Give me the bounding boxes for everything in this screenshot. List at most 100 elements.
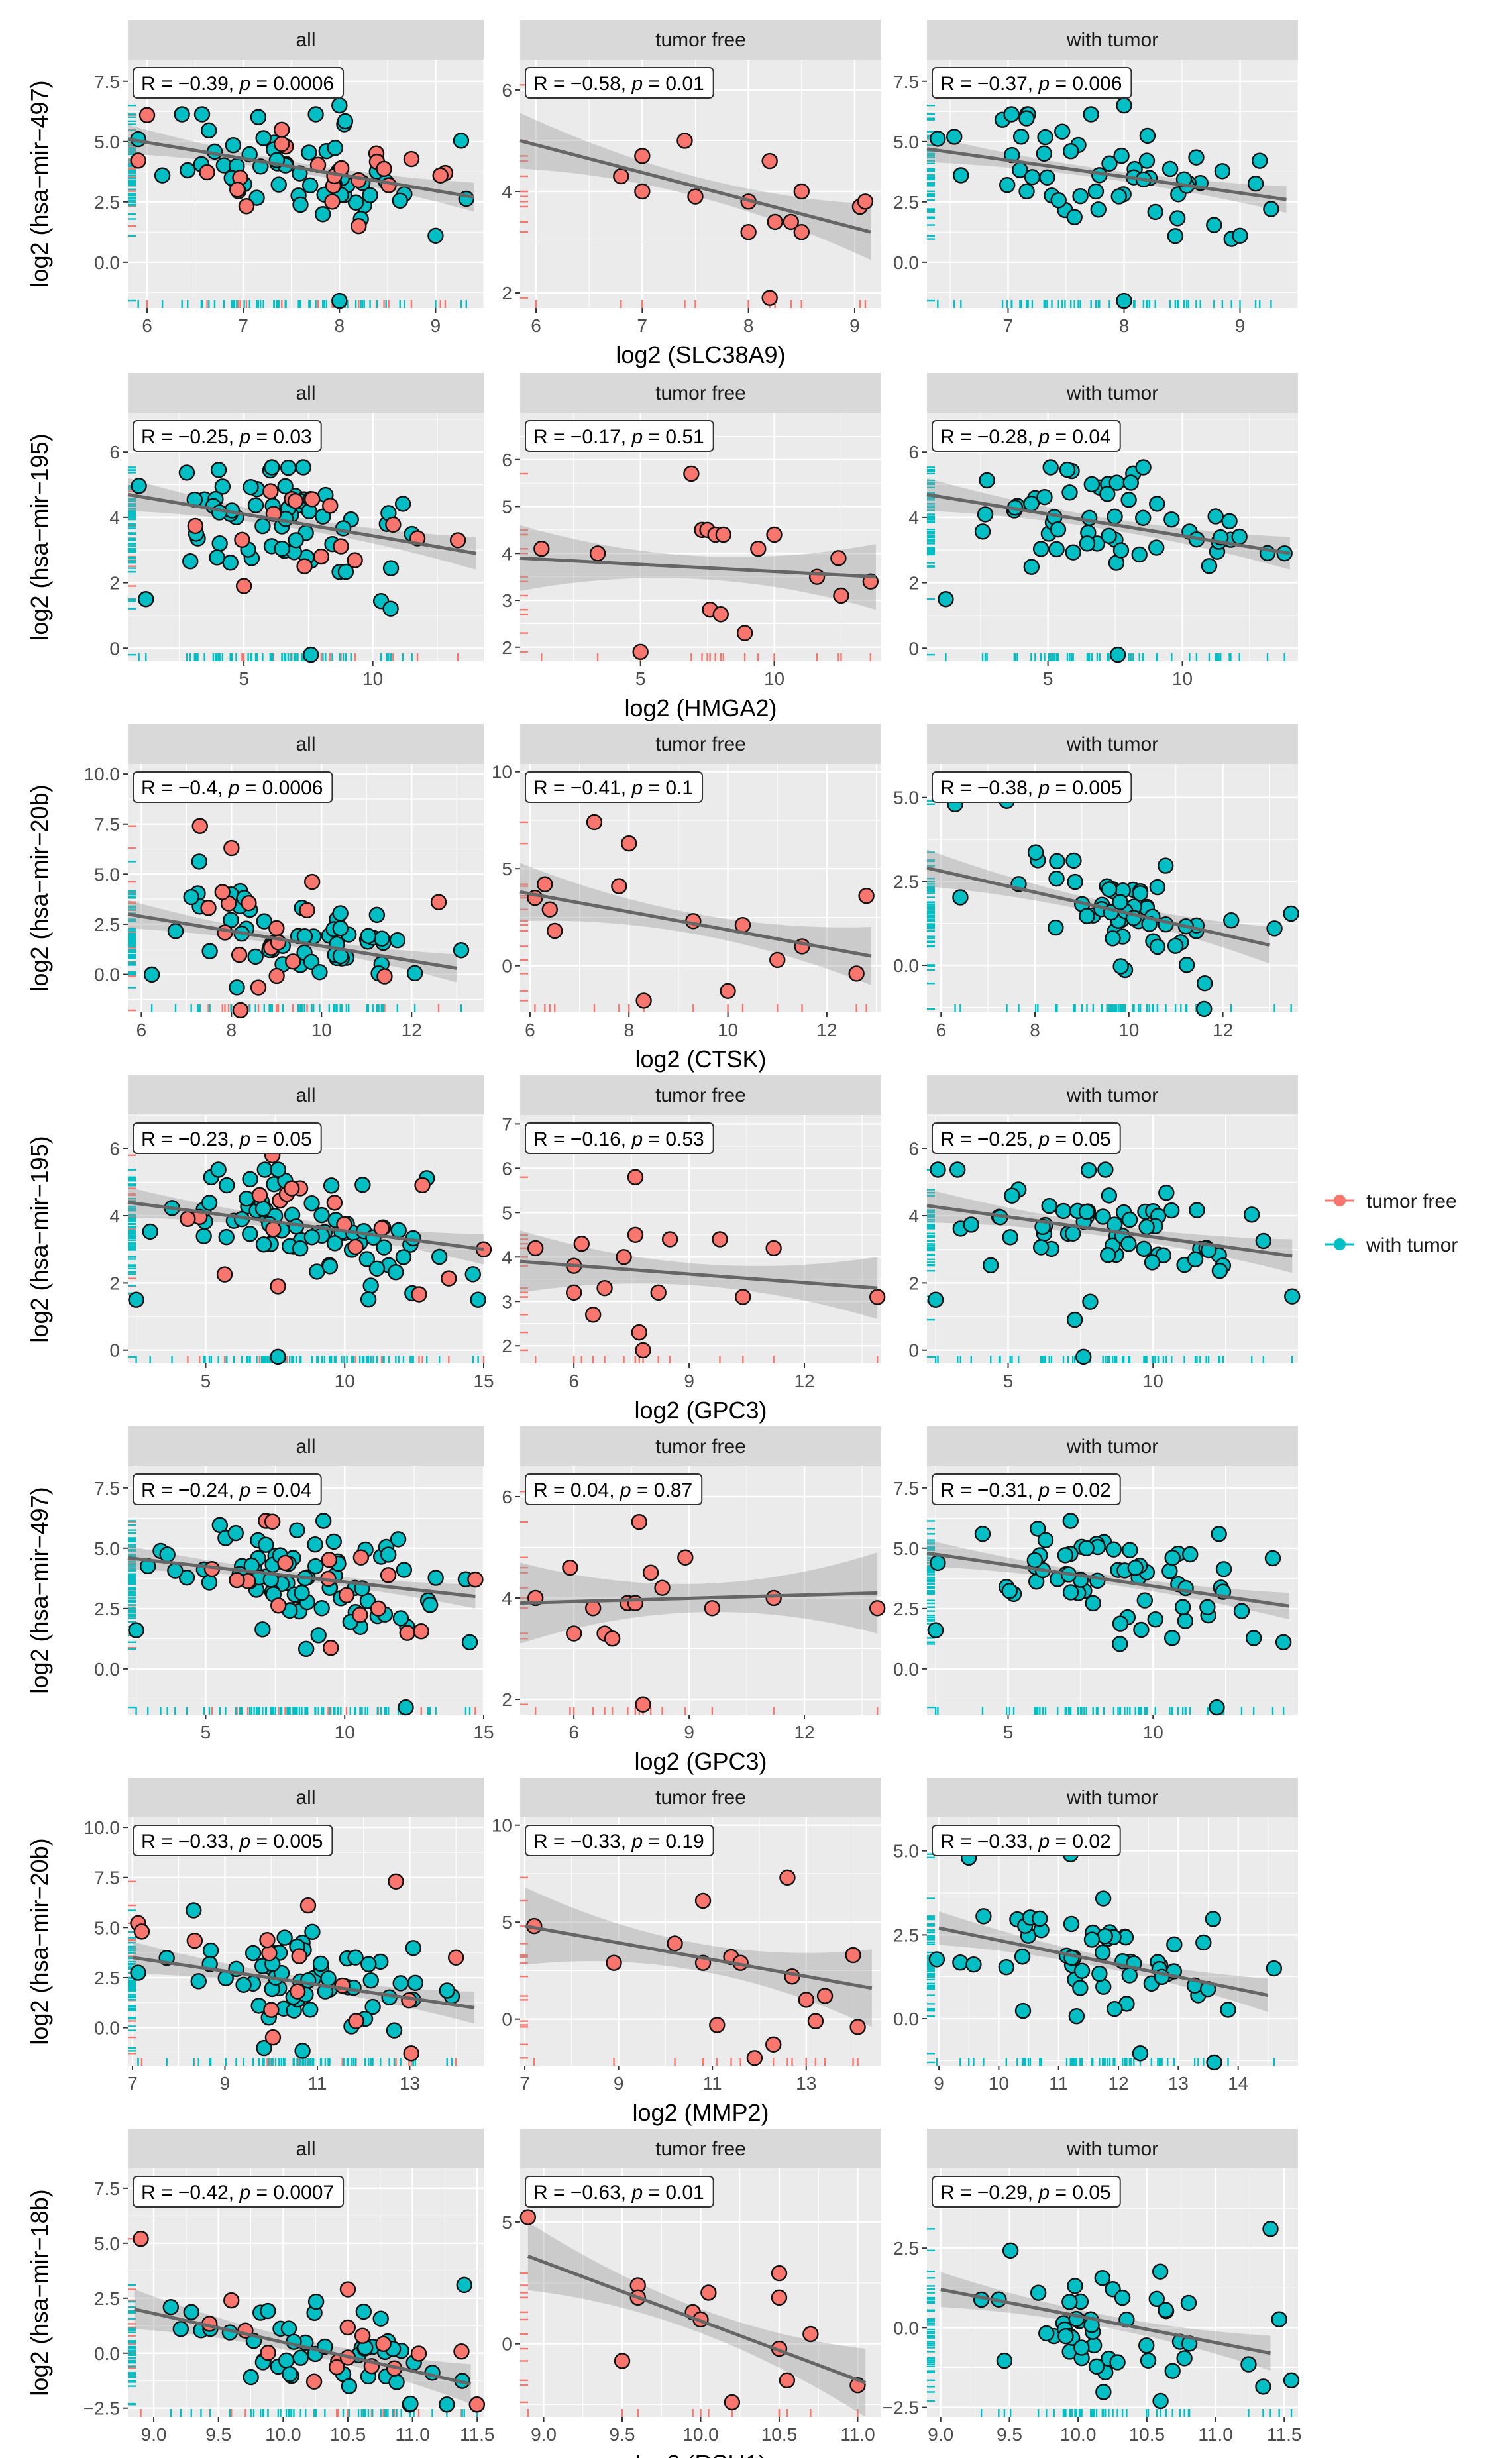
point-tumor-free [849, 2019, 866, 2035]
x-tick-label: 11 [1049, 2073, 1068, 2094]
point-tumor-free [403, 2045, 419, 2062]
point-with-tumor [255, 130, 272, 146]
regression-line [519, 1259, 878, 1290]
y-tick-label: 0.0 [893, 1659, 919, 1680]
point-with-tumor [229, 979, 245, 996]
gridlines [927, 60, 1299, 308]
point-with-tumor [282, 2366, 298, 2382]
y-tick-label: 4 [502, 543, 512, 564]
point-with-tumor [1042, 459, 1059, 476]
x-tick-label: 9 [684, 1722, 694, 1742]
y-tick-label: 0.0 [893, 2318, 919, 2338]
point-with-tumor [953, 167, 969, 184]
point-with-tumor [1094, 2270, 1111, 2286]
point-tumor-free [661, 1231, 678, 1248]
point-tumor-free [746, 2050, 763, 2066]
point-with-tumor [1101, 881, 1118, 898]
point-tumor-free [303, 873, 321, 890]
point-tumor-free [765, 2036, 782, 2053]
point-tumor-free [631, 1324, 647, 1341]
y-axis: 0.0 2.5 5.0 7.5 [94, 72, 128, 273]
point-with-tumor [1026, 1552, 1044, 1569]
y-tick-label: 2.5 [893, 192, 919, 213]
point-with-tumor [201, 1195, 218, 1211]
point-with-tumor [1135, 459, 1152, 476]
x-tick-label: 13 [400, 2073, 420, 2094]
point-tumor-free [562, 1559, 578, 1576]
point-tumor-free [793, 224, 810, 240]
point-with-tumor [952, 889, 969, 906]
point-tumor-free [565, 1284, 582, 1301]
legend: tumor free with tumor [1325, 1191, 1458, 1256]
y-tick-label: 0.0 [94, 252, 120, 273]
y-tick-label: 0.0 [893, 955, 919, 976]
point-with-tumor [1266, 1960, 1283, 1977]
point-with-tumor [1255, 2378, 1271, 2395]
point-with-tumor [1166, 1936, 1183, 1953]
point-with-tumor [1018, 183, 1035, 200]
y-tick-label: 0 [109, 638, 120, 659]
point-with-tumor [1032, 541, 1050, 557]
point-with-tumor [274, 540, 290, 557]
x-tick-label: 10.0 [1060, 2424, 1097, 2445]
point-with-tumor [1158, 1185, 1175, 1201]
point-with-tumor [358, 1251, 376, 1267]
y-tick-label: 2 [109, 1273, 120, 1293]
point-with-tumor [301, 177, 319, 194]
stat-box-frame [525, 2176, 714, 2208]
panel-background [520, 1466, 881, 1715]
point-tumor-free [541, 901, 558, 918]
point-with-tumor [1121, 1211, 1138, 1228]
point-tumor-free [767, 213, 783, 231]
facet-strip-label: with tumor [1066, 29, 1158, 51]
point-with-tumor [1062, 1584, 1079, 1601]
point-with-tumor [368, 1260, 386, 1277]
point-tumor-free [199, 164, 215, 181]
point-with-tumor [1240, 2356, 1257, 2373]
point-with-tumor [1101, 1187, 1118, 1204]
rug-marks [520, 821, 867, 1012]
y-axis: 0 2 4 6 [908, 1139, 927, 1361]
gridlines [927, 413, 1298, 661]
point-tumor-free [533, 540, 550, 557]
point-tumor-free [265, 1221, 282, 1238]
y-axis: 0.0 2.5 5.0 7.5 [893, 1478, 927, 1680]
y-tick-label: 4 [502, 1588, 512, 1609]
x-axis-title: log2 (GPC3) [634, 1397, 767, 1424]
facet-strip [927, 2129, 1298, 2168]
facet-strip-label: all [296, 1787, 315, 1809]
point-tumor-free [627, 1226, 644, 1244]
x-tick-label: 6 [525, 1020, 535, 1040]
point-with-tumor [190, 1973, 207, 1990]
x-axis-title: log2 (SLC38A9) [616, 341, 785, 368]
point-tumor-free [376, 160, 392, 178]
point-with-tumor [320, 1970, 337, 1987]
facet-strip [927, 373, 1298, 413]
point-with-tumor [1149, 938, 1166, 955]
point-with-tumor [1048, 919, 1064, 936]
point-with-tumor [946, 129, 963, 145]
x-tick-label: 11.0 [840, 2424, 875, 2445]
point-with-tumor [1068, 2008, 1085, 2025]
point-with-tumor [382, 560, 400, 576]
correlation-stat-label: R = −0.25, p = 0.05 [940, 1128, 1111, 1150]
x-tick-label: 13 [1168, 2073, 1189, 2094]
point-with-tumor [257, 1536, 274, 1553]
point-tumor-free [635, 992, 652, 1009]
point-with-tumor [1140, 2352, 1157, 2369]
point-tumor-free [584, 1600, 602, 1617]
point-tumor-free [251, 1187, 268, 1204]
point-tumor-free [376, 968, 393, 985]
data-points [526, 1869, 866, 2066]
point-tumor-free [700, 2284, 717, 2301]
point-tumor-free [326, 1195, 343, 1211]
y-axis: 2 3 4 5 6 7 [502, 1114, 520, 1356]
point-with-tumor [332, 920, 349, 937]
x-tick-label: 12 [1213, 1020, 1233, 1040]
point-with-tumor [331, 292, 348, 309]
x-tick-label: 11 [307, 2073, 327, 2094]
point-with-tumor [1178, 957, 1195, 973]
facet-strip [520, 20, 881, 60]
point-tumor-free [413, 1623, 429, 1640]
